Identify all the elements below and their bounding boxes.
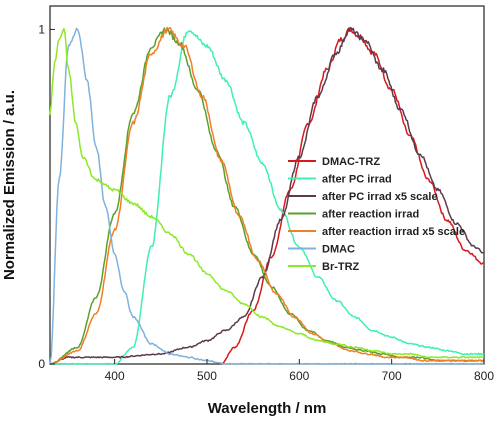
legend-label-6: Br-TRZ <box>322 261 360 273</box>
series-line-1 <box>50 30 485 365</box>
series-line-3 <box>49 27 485 365</box>
tick-layer: 400 500 600 700 800 0 1 <box>38 22 494 383</box>
legend-label-5: DMAC <box>322 244 355 256</box>
plot-area <box>49 5 485 365</box>
legend-label-2: after PC irrad x5 scale <box>322 191 438 203</box>
x-tick-label-3: 700 <box>382 369 402 383</box>
legend-label-4: after reaction irrad x5 scale <box>322 226 465 238</box>
legend-label-0: DMAC-TRZ <box>322 156 380 168</box>
plot-frame <box>49 5 485 365</box>
x-tick-label-4: 800 <box>474 369 494 383</box>
series-line-2 <box>49 27 485 365</box>
x-tick-label-0: 400 <box>105 369 125 383</box>
y-tick-label-0: 0 <box>38 357 45 371</box>
x-tick-label-1: 500 <box>197 369 217 383</box>
series-layer <box>49 26 485 365</box>
series-line-4 <box>49 26 485 365</box>
x-axis-title: Wavelength / nm <box>208 400 327 417</box>
y-axis-title: Normalized Emission / a.u. <box>1 90 18 280</box>
legend-label-3: after reaction irrad <box>322 209 419 221</box>
series-line-5 <box>49 27 485 365</box>
y-tick-label-1: 1 <box>38 22 45 36</box>
legend-label-1: after PC irrad <box>322 174 392 186</box>
x-tick-label-2: 600 <box>289 369 309 383</box>
legend: DMAC-TRZ after PC irrad after PC irrad x5 … <box>288 156 465 273</box>
series-line-6 <box>49 27 485 359</box>
